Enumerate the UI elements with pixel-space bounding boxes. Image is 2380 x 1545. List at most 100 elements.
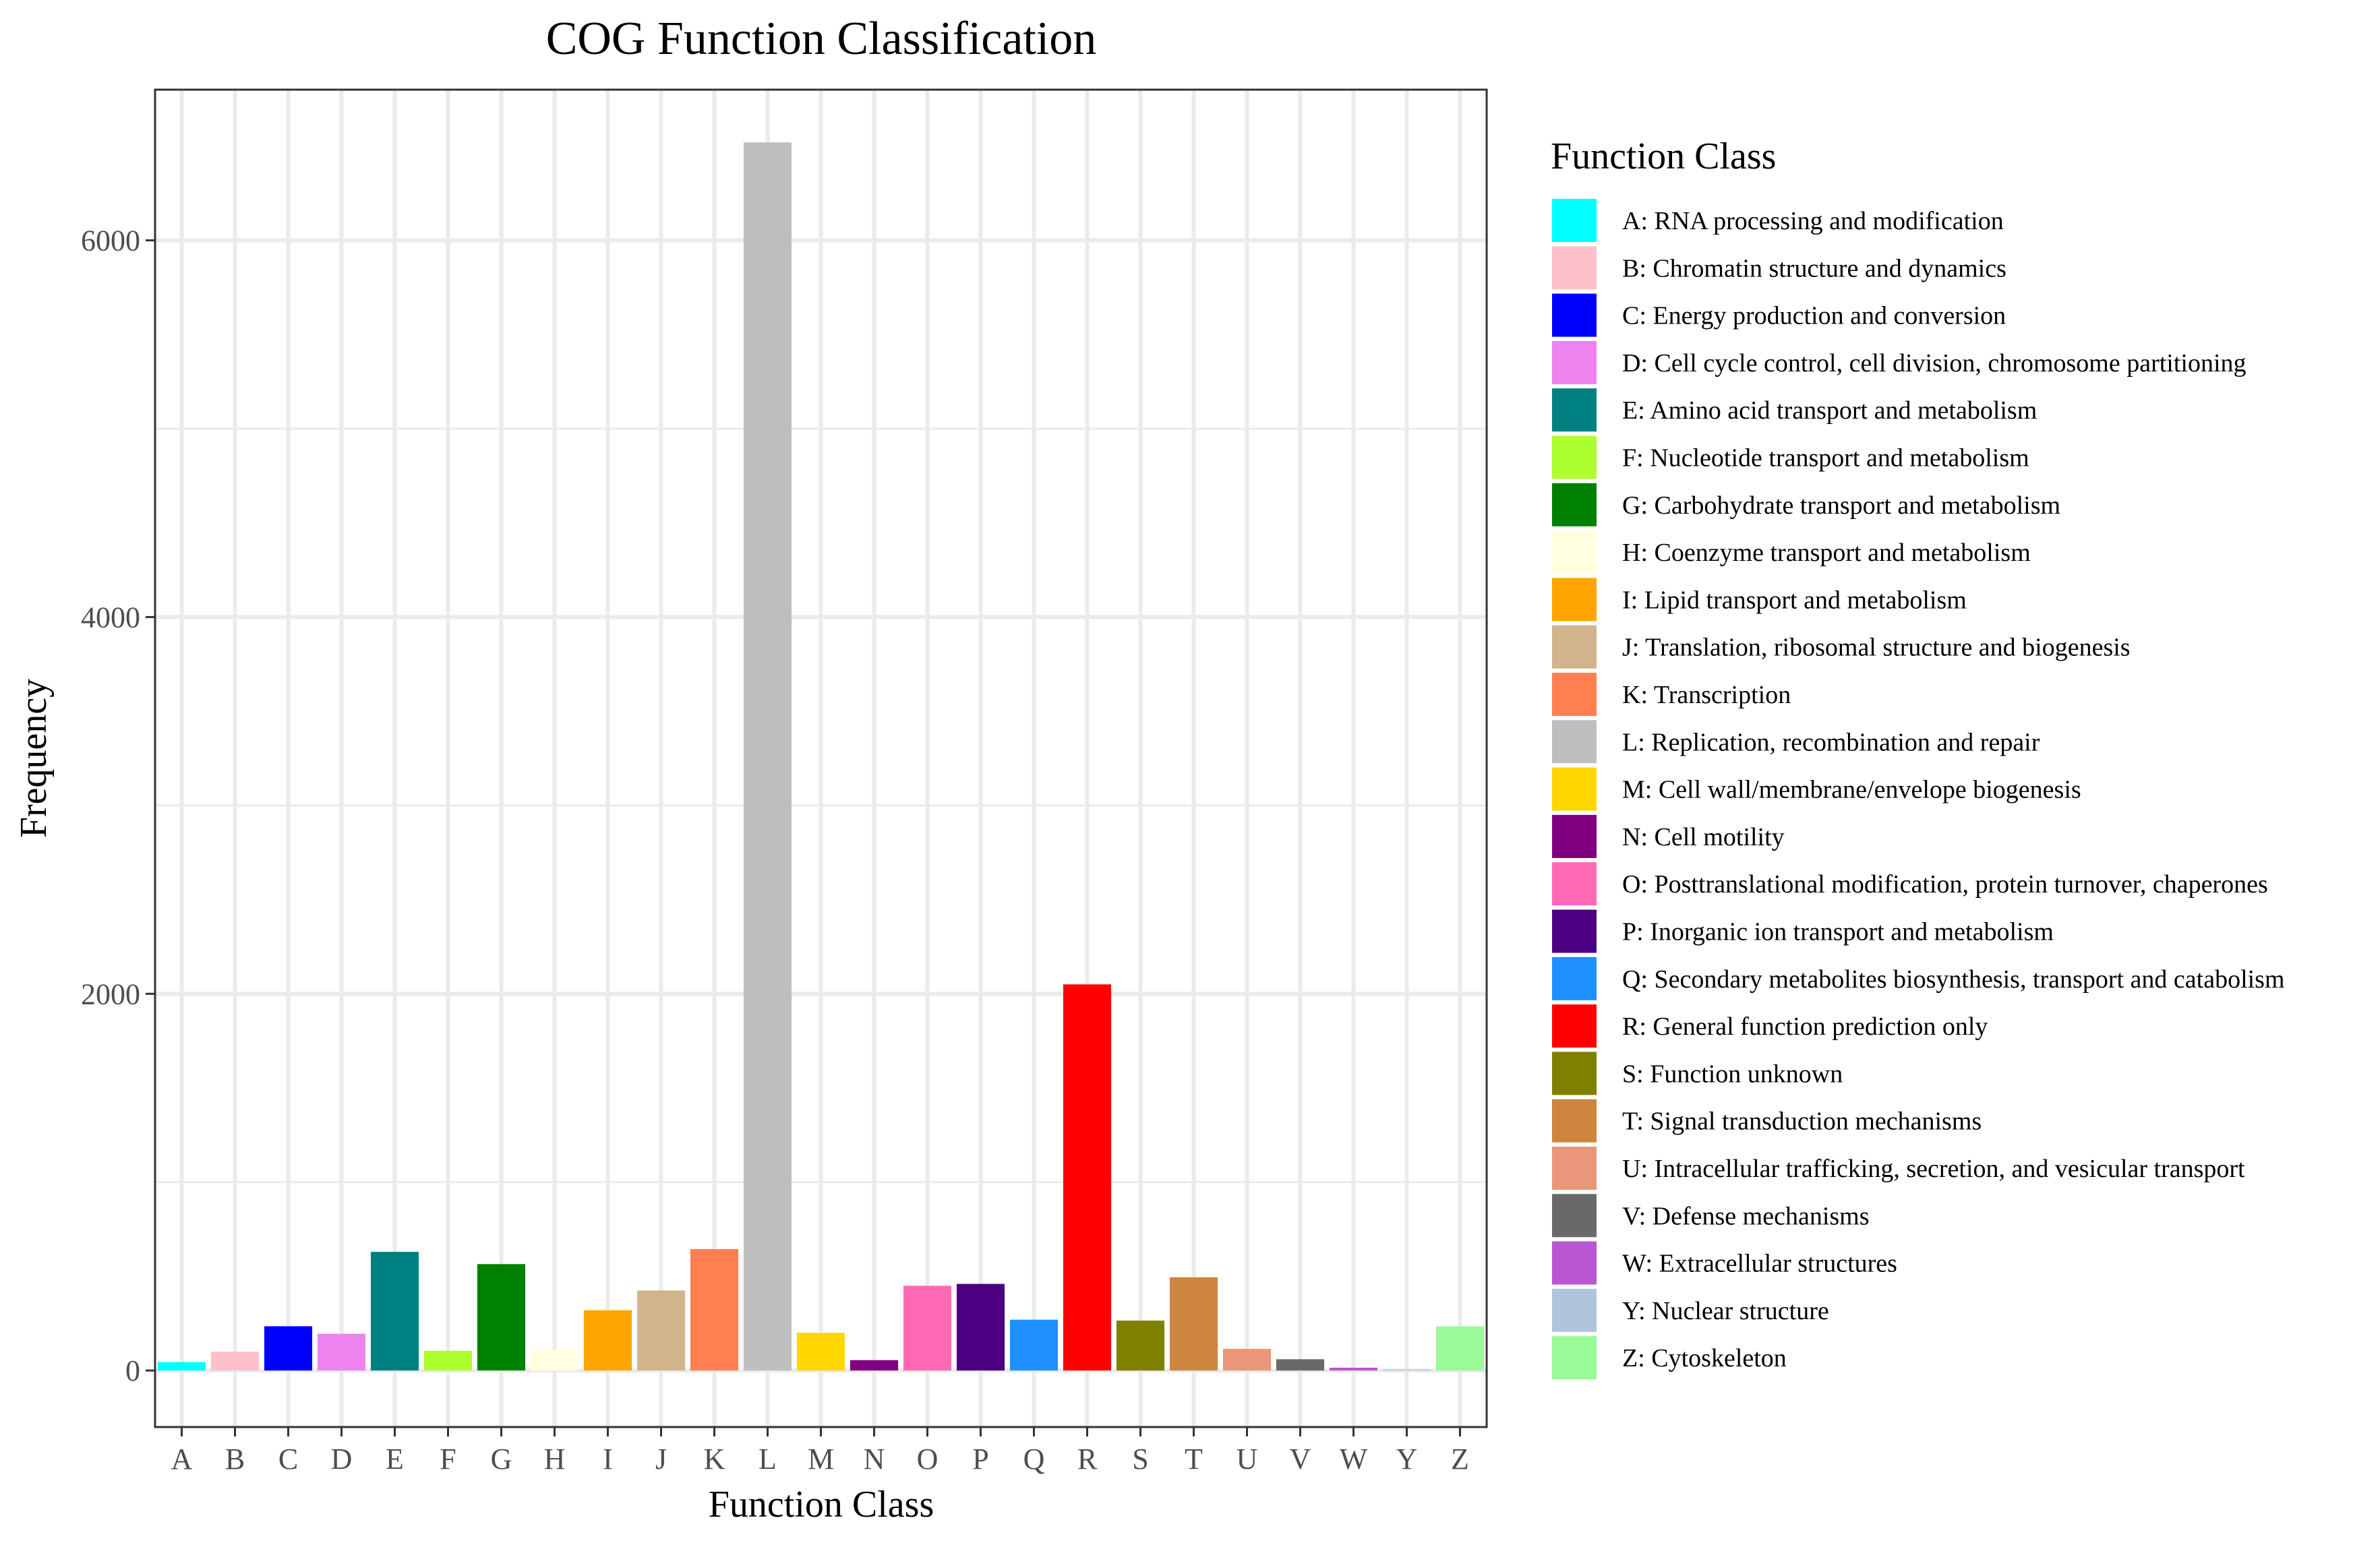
x-tick-label: B: [225, 1443, 245, 1476]
legend-label-T: T: Signal transduction mechanisms: [1622, 1108, 1982, 1136]
legend-key-J: [1552, 625, 1597, 669]
x-tick-label: I: [603, 1443, 613, 1476]
bar-G: [477, 1264, 526, 1371]
y-tick-label: 2000: [81, 977, 140, 1010]
legend-label-Z: Z: Cytoskeleton: [1622, 1344, 1787, 1372]
x-tick-label: N: [864, 1443, 885, 1476]
bar-F: [423, 1350, 473, 1371]
legend-key-K: [1552, 673, 1597, 716]
legend-key-I: [1552, 578, 1597, 622]
x-tick-label: U: [1237, 1443, 1258, 1476]
bar-D: [317, 1333, 366, 1371]
legend-key-O: [1552, 862, 1597, 906]
legend-key-M: [1552, 767, 1597, 811]
legend-key-G: [1552, 483, 1597, 526]
legend-label-W: W: Extracellular structures: [1622, 1250, 1897, 1278]
bar-L: [743, 142, 792, 1371]
x-tick-label: K: [704, 1443, 725, 1476]
x-tick-label: E: [386, 1443, 404, 1476]
x-tick-label: Z: [1451, 1443, 1469, 1476]
x-tick-label: Q: [1023, 1443, 1045, 1476]
legend-label-J: J: Translation, ribosomal structure and …: [1622, 634, 2131, 662]
x-tick-label: F: [440, 1443, 456, 1476]
x-axis-title: Function Class: [709, 1484, 934, 1525]
legend-label-N: N: Cell motility: [1622, 823, 1785, 851]
x-tick-label: M: [808, 1443, 834, 1476]
legend-label-B: B: Chromatin structure and dynamics: [1622, 254, 2006, 282]
bar-P: [956, 1283, 1005, 1371]
x-tick-label: H: [544, 1443, 566, 1476]
bar-R: [1063, 984, 1112, 1371]
legend-key-B: [1552, 246, 1597, 290]
bar-V: [1276, 1359, 1325, 1371]
x-tick-label: R: [1077, 1443, 1098, 1476]
legend-label-G: G: Carbohydrate transport and metabolism: [1622, 491, 2060, 520]
legend-key-R: [1552, 1004, 1597, 1048]
bar-I: [583, 1310, 632, 1371]
legend-key-N: [1552, 814, 1597, 858]
legend-label-U: U: Intracellular trafficking, secretion,…: [1622, 1155, 2245, 1183]
x-tick-label: Y: [1396, 1443, 1418, 1476]
x-tick-label: C: [278, 1443, 298, 1476]
plot-panel: 0 2000 4000 6000 A B C D E F G H I J K L M N O P Q R S T U V W Y Z: [81, 88, 1488, 1476]
legend-key-L: [1552, 720, 1597, 764]
legend-label-F: F: Nucleotide transport and metabolism: [1622, 444, 2029, 473]
bar-U: [1222, 1349, 1272, 1371]
legend-label-D: D: Cell cycle control, cell division, ch…: [1622, 349, 2247, 377]
legend-key-P: [1552, 909, 1597, 953]
bar-B: [210, 1352, 260, 1371]
bar-S: [1116, 1321, 1165, 1371]
legend-label-L: L: Replication, recombination and repair: [1622, 728, 2040, 756]
legend-key-Y: [1552, 1288, 1597, 1332]
legend-key-V: [1552, 1194, 1597, 1238]
legend-key-D: [1552, 340, 1597, 384]
legend-label-H: H: Coenzyme transport and metabolism: [1622, 539, 2031, 567]
bar-O: [903, 1285, 952, 1371]
bar-K: [690, 1248, 739, 1371]
legend-key-W: [1552, 1241, 1597, 1285]
legend-key-H: [1552, 531, 1597, 574]
chart-title: COG Function Classification: [546, 13, 1097, 65]
legend-label-M: M: Cell wall/membrane/envelope biogenesi…: [1622, 776, 2081, 804]
legend-key-Z: [1552, 1336, 1597, 1380]
legend-label-S: S: Function unknown: [1622, 1060, 1843, 1088]
y-axis-title: Frequency: [13, 679, 55, 838]
x-tick-label: W: [1340, 1443, 1368, 1476]
x-tick-label: O: [917, 1443, 939, 1476]
bar-T: [1169, 1277, 1218, 1371]
x-tick-label: J: [655, 1443, 667, 1476]
bar-Z: [1435, 1326, 1485, 1371]
legend-label-E: E: Amino acid transport and metabolism: [1622, 396, 2037, 425]
bar-N: [850, 1360, 899, 1371]
x-tick-label: P: [972, 1443, 988, 1476]
bar-A: [157, 1362, 206, 1371]
legend-label-C: C: Energy production and conversion: [1622, 302, 2006, 330]
legend-title: Function Class: [1551, 135, 1776, 177]
legend-key-E: [1552, 388, 1597, 432]
legend-label-I: I: Lipid transport and metabolism: [1622, 586, 1967, 614]
y-tick-label: 6000: [81, 224, 140, 258]
legend-label-R: R: General function prediction only: [1622, 1012, 1988, 1041]
x-tick-label: D: [331, 1443, 353, 1476]
legend-label-Y: Y: Nuclear structure: [1622, 1297, 1829, 1325]
legend-label-A: A: RNA processing and modification: [1622, 207, 2004, 235]
x-tick-label: L: [758, 1443, 777, 1476]
legend-key-T: [1552, 1099, 1597, 1143]
x-tick-label: G: [491, 1443, 512, 1476]
legend-key-A: [1552, 199, 1597, 242]
bar-Q: [1009, 1319, 1059, 1371]
legend-key-U: [1552, 1147, 1597, 1190]
legend-key-F: [1552, 435, 1597, 479]
legend-label-P: P: Inorganic ion transport and metabolis…: [1622, 918, 2054, 946]
legend-label-V: V: Defense mechanisms: [1622, 1202, 1870, 1230]
legend-key-Q: [1552, 957, 1597, 1000]
y-tick-label: 4000: [81, 601, 140, 634]
legend-key-C: [1552, 293, 1597, 337]
bar-C: [264, 1326, 313, 1371]
bar-H: [530, 1350, 579, 1371]
bar-M: [796, 1333, 845, 1371]
x-tick-label: T: [1185, 1443, 1203, 1476]
x-tick-label: S: [1132, 1443, 1148, 1476]
y-tick-label: 0: [125, 1354, 140, 1387]
